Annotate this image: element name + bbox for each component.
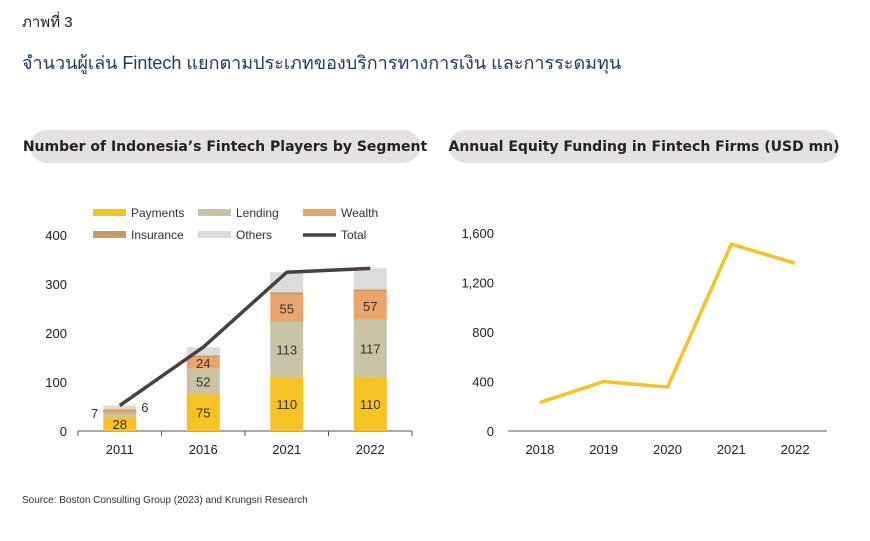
- x-tick-label: 2011: [106, 442, 134, 457]
- bar-payments: [186, 394, 220, 431]
- bar-payments: [270, 377, 304, 431]
- data-label: 6: [141, 400, 148, 415]
- bar-others: [270, 272, 304, 293]
- bar-insurance: [353, 289, 387, 292]
- funding-line: [539, 242, 796, 405]
- x-tick-label: 2022: [356, 442, 385, 457]
- total-line: [118, 266, 371, 407]
- legend-swatch: [93, 209, 126, 216]
- y-tick-label: 400: [45, 228, 67, 243]
- data-label: 7: [91, 406, 98, 421]
- legend-label: Total: [341, 228, 366, 242]
- figure-title: จำนวนผู้เล่น Fintech แยกตามประเภทของบริก…: [22, 53, 622, 73]
- data-label: 75: [196, 406, 210, 421]
- left-chart-title: Number of Indonesia’s Fintech Players by…: [23, 130, 427, 163]
- data-label: 113: [276, 342, 297, 357]
- data-label: 52: [196, 375, 210, 390]
- bar-insurance: [186, 355, 220, 358]
- x-tick-label: 2020: [653, 442, 682, 457]
- data-label: 110: [360, 397, 381, 412]
- data-label: 55: [280, 301, 294, 316]
- data-label: 28: [113, 417, 127, 432]
- bar-lending: [270, 321, 304, 378]
- y-tick-label: 1,600: [461, 226, 494, 241]
- legend-label: Wealth: [341, 206, 378, 220]
- y-tick-label: 100: [45, 375, 67, 390]
- y-tick-label: 1,200: [461, 276, 494, 291]
- y-tick-label: 0: [487, 424, 494, 439]
- bar-insurance: [270, 292, 304, 295]
- data-label: 24: [196, 356, 210, 371]
- y-tick-label: 400: [472, 375, 494, 390]
- bar-wealth: [270, 294, 304, 322]
- y-tick-label: 800: [472, 325, 494, 340]
- bar-wealth: [186, 357, 220, 369]
- bar-insurance: [103, 409, 137, 411]
- bar-wealth: [353, 291, 387, 320]
- legend-label: Others: [236, 228, 272, 242]
- data-label: 117: [360, 341, 381, 356]
- legend-label: Payments: [131, 206, 184, 220]
- bar-payments: [353, 377, 387, 431]
- x-tick-label: 2021: [717, 442, 746, 457]
- stacked-bar-chart: 0 100 200 300 400 2011 2016 2021 2022 28 7 6 75 52 24 1…: [45, 206, 413, 457]
- bar-lending: [103, 413, 137, 418]
- legend-swatch: [198, 231, 231, 238]
- x-tick-label: 2018: [525, 442, 554, 457]
- bar-others: [353, 268, 387, 290]
- legend-label: Lending: [236, 206, 279, 220]
- y-tick-label: 0: [60, 424, 67, 439]
- x-tick-label: 2022: [781, 442, 810, 457]
- x-tick-label: 2019: [589, 442, 618, 457]
- y-tick-label: 300: [45, 277, 67, 292]
- bar-wealth: [103, 410, 137, 414]
- legend-swatch: [198, 209, 231, 216]
- bar-lending: [186, 368, 220, 395]
- legend-swatch: [303, 209, 336, 216]
- x-tick-label: 2021: [272, 442, 301, 457]
- source-note: Source: Boston Consulting Group (2023) a…: [22, 495, 308, 506]
- legend-label: Insurance: [131, 228, 184, 242]
- figure-label: ภาพที่ 3: [22, 14, 73, 31]
- data-label: 110: [276, 397, 297, 412]
- bar-lending: [353, 319, 387, 378]
- bar-others: [186, 347, 220, 356]
- funding-line-chart: 0 400 800 1,200 1,600 2018 2019 2020 2021 2022: [461, 226, 827, 457]
- data-label: 57: [363, 299, 377, 314]
- right-chart-title: Annual Equity Funding in Fintech Firms (…: [448, 130, 840, 163]
- bar-others: [103, 405, 137, 410]
- y-tick-label: 200: [45, 326, 67, 341]
- bar-payments: [103, 417, 137, 431]
- legend-swatch: [93, 231, 126, 238]
- x-tick-label: 2016: [189, 442, 218, 457]
